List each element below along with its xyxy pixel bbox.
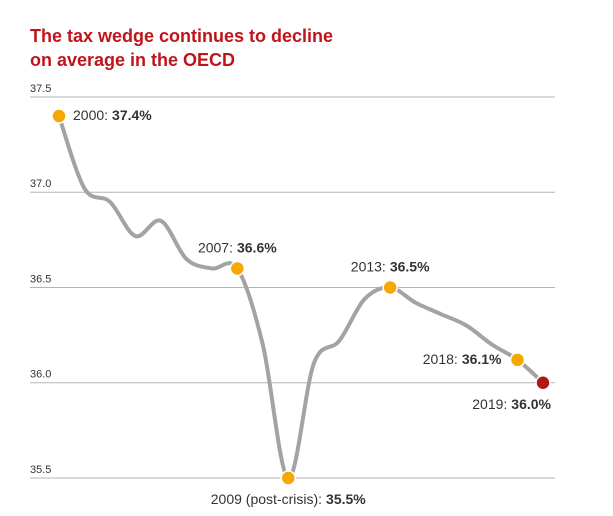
data-label: 2018: 36.1% [423,351,502,367]
label-prefix: 2019: [472,395,507,411]
label-prefix: 2013: [351,258,386,274]
chart-title: The tax wedge continues to decline [30,26,333,46]
label-value: 37.4% [112,107,152,123]
data-label: 2000: 37.4% [73,107,152,123]
label-value: 36.6% [237,239,277,255]
label-prefix: 2007: [198,239,233,255]
label-value: 36.1% [462,351,502,367]
chart-title: on average in the OECD [30,50,235,70]
marker [535,375,551,391]
data-label: 2007: 36.6% [198,239,277,255]
y-tick-label: 37.5 [30,83,51,95]
data-label: 2019: 36.0% [472,395,551,411]
label-prefix: 2018: [423,351,458,367]
y-tick-label: 36.5 [30,273,51,285]
y-tick-label: 36.0 [30,369,51,381]
label-value: 36.5% [390,258,430,274]
marker [280,470,297,486]
y-tick-label: 35.5 [30,464,51,476]
label-prefix: 2009 (post-crisis): [211,491,322,507]
marker [382,279,398,296]
data-label: 2009 (post-crisis): 35.5% [211,491,367,507]
marker [509,352,526,368]
label-value: 36.0% [511,395,551,411]
data-label: 2013: 36.5% [351,258,430,274]
marker [229,260,246,277]
marker [51,108,67,124]
y-tick-label: 37.0 [30,178,51,190]
label-prefix: 2000: [73,107,108,123]
label-value: 35.5% [326,491,366,507]
line [57,114,545,481]
